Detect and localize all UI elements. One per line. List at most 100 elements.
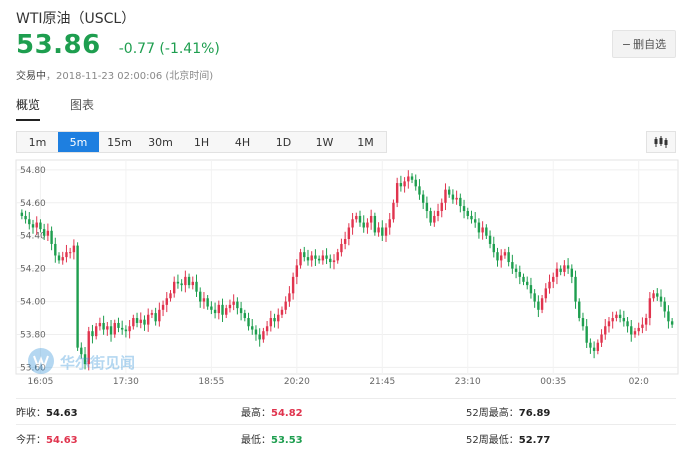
x-axis-labels: 16:05 17:30 18:55 20:20 21:45 23:10 00:35 02:0 <box>27 377 649 387</box>
remove-watchlist-button[interactable]: − 删自选 <box>612 30 676 58</box>
period-30m[interactable]: 30m <box>148 135 173 149</box>
y-tick-label: 54.60 <box>20 199 46 209</box>
candle <box>232 301 235 305</box>
candle <box>87 331 90 365</box>
trading-status: 交易中，2018-11-23 02:00:06 (北京时间) <box>16 67 213 82</box>
candle <box>566 265 570 269</box>
candle <box>317 258 321 261</box>
stat-52w-low: 52周最低：52.77 <box>466 431 550 446</box>
candle <box>615 314 618 319</box>
y-axis-labels: 54.80 54.60 54.40 54.20 54.00 53.80 53.60 <box>20 166 46 374</box>
candle <box>533 293 536 302</box>
period-4h[interactable]: 4H <box>234 135 251 149</box>
stats-divider-top <box>16 398 676 399</box>
candle <box>410 176 414 180</box>
candle <box>600 334 603 343</box>
candle <box>20 212 24 216</box>
candle <box>277 314 280 322</box>
candle <box>507 252 510 263</box>
candle <box>173 281 176 294</box>
stat-label: 52周最低： <box>466 435 519 446</box>
minus-icon: − <box>621 37 632 51</box>
stats-divider-mid <box>16 424 676 425</box>
candle <box>31 224 35 228</box>
period-1h[interactable]: 1H <box>193 135 210 149</box>
candle <box>626 321 629 327</box>
period-1d[interactable]: 1D <box>275 135 292 149</box>
candle <box>54 243 57 256</box>
tab-chart[interactable]: 图表 <box>70 98 95 112</box>
remove-watchlist-label: 删自选 <box>633 38 667 51</box>
candle <box>303 252 306 258</box>
candle <box>76 245 79 348</box>
stat-value: 53.53 <box>271 435 303 446</box>
x-tick-label: 21:45 <box>369 377 395 387</box>
candle <box>98 322 102 327</box>
period-1mo[interactable]: 1M <box>357 135 374 149</box>
instrument-title: WTI原油（USCL） <box>16 11 136 27</box>
status-label: 交易中 <box>16 71 46 82</box>
candle <box>604 326 607 335</box>
candle <box>559 268 562 272</box>
candle <box>243 313 247 319</box>
wallstreetcn-logo-icon <box>33 355 49 370</box>
candle <box>94 326 98 337</box>
candle <box>258 334 261 340</box>
candle <box>228 304 232 309</box>
candle <box>310 255 313 261</box>
candle <box>46 230 50 236</box>
price-chart[interactable]: 54.80 54.60 54.40 54.20 54.00 53.80 53.60 华尔街见… <box>0 156 688 388</box>
candle <box>329 258 332 263</box>
candle <box>462 206 466 212</box>
candle <box>28 219 31 225</box>
candle <box>169 293 172 299</box>
candle <box>574 276 577 302</box>
candle <box>128 326 131 332</box>
x-tick-label: 02:0 <box>629 377 649 387</box>
candle <box>447 189 451 195</box>
candle <box>399 183 403 187</box>
x-tick-label: 16:05 <box>27 377 53 387</box>
candle <box>555 268 559 277</box>
status-timestamp: ，2018-11-23 02:00:06 (北京时间) <box>46 71 214 82</box>
candle <box>648 298 652 319</box>
period-1w[interactable]: 1W <box>315 135 334 149</box>
period-1m[interactable]: 1m <box>28 135 47 149</box>
candle <box>306 257 310 261</box>
candle <box>589 342 592 348</box>
candle <box>325 255 328 259</box>
candle <box>563 265 566 272</box>
candle <box>488 235 492 244</box>
candle <box>80 347 83 355</box>
candle <box>295 265 299 277</box>
candle <box>213 309 217 314</box>
candle <box>369 215 373 223</box>
candle <box>418 186 421 195</box>
candle <box>161 304 165 310</box>
candle <box>414 179 417 187</box>
x-tick-label: 20:20 <box>284 377 310 387</box>
candle <box>199 291 202 302</box>
candle <box>321 255 325 261</box>
candle <box>477 222 481 233</box>
candle <box>440 202 443 212</box>
candle <box>644 318 648 325</box>
candle <box>191 281 194 286</box>
candle <box>540 298 544 310</box>
candle <box>433 215 436 223</box>
candle <box>165 298 168 305</box>
candle <box>407 176 410 182</box>
period-15m[interactable]: 15m <box>107 135 132 149</box>
y-tick-label: 54.00 <box>20 298 46 308</box>
candle <box>124 329 128 332</box>
candle <box>225 308 228 315</box>
chart-type-button[interactable] <box>646 131 676 153</box>
view-tabs: 概览 图表 <box>16 96 124 121</box>
period-5m[interactable]: 5m <box>58 132 99 152</box>
candle <box>65 252 68 258</box>
candle <box>288 293 291 302</box>
candle <box>492 243 495 253</box>
tab-overview[interactable]: 概览 <box>16 96 41 121</box>
candle <box>262 331 265 340</box>
stat-52w-high: 52周最高：76.89 <box>466 404 550 419</box>
